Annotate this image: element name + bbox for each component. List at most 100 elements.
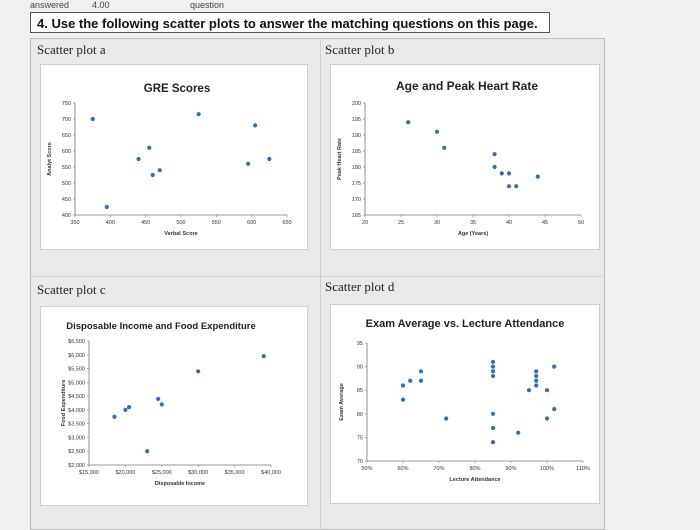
chart-c-y-tick-label: $2,000 [68, 463, 85, 469]
chart-a-y-tick-label: 650 [62, 133, 71, 139]
answered-status: answered [30, 0, 70, 10]
chart-d-x-tick-label: 60% [397, 466, 408, 472]
chart-d-point [552, 406, 557, 412]
chart-d-point [490, 425, 496, 431]
chart-a-point [196, 112, 201, 117]
chart-d-x-label: Lecture Attendance [449, 477, 500, 483]
chart-c-point [261, 354, 266, 359]
chart-c-y-tick-label: $5,000 [68, 380, 85, 386]
chart-d-y-tick-label: 80 [357, 412, 363, 418]
chart-c-y-tick-label: $2,500 [68, 449, 85, 455]
chart-b-y-tick-label: 170 [352, 197, 361, 203]
chart-c-point [156, 396, 161, 401]
grid-divider-vertical [320, 38, 321, 530]
chart-b-point [442, 145, 447, 150]
chart-a-x-tick-label: 400 [106, 220, 115, 226]
chart-b-y-tick-label: 200 [352, 101, 361, 107]
chart-c-point [123, 407, 128, 412]
chart-c-x-tick-label: $30,000 [188, 470, 208, 476]
chart-a-y-tick-label: 750 [62, 101, 71, 107]
chart-d-point [534, 383, 539, 388]
chart-d-x-tick-label: 80% [469, 466, 480, 472]
chart-b-title: Age and Peak Heart Rate [396, 79, 538, 93]
plot-a-card: GRE Scores 400 450 500 550 600 650 700 750 350 400… [40, 64, 308, 250]
chart-b-point [406, 120, 411, 125]
chart-c-point [126, 405, 132, 410]
chart-d-point [534, 378, 539, 383]
chart-a-y-tick-label: 600 [62, 149, 71, 155]
chart-d-point [444, 416, 449, 421]
chart-d-y-tick-label: 95 [357, 341, 363, 347]
income-food-chart: Disposable Income and Food Expenditure $2… [61, 321, 281, 487]
chart-b-x-tick-label: 50 [578, 220, 584, 226]
scatter-plot-c-label: Scatter plot c [37, 282, 106, 297]
chart-b-x-tick-label: 35 [470, 220, 476, 226]
chart-d-y-tick-label: 70 [357, 459, 363, 465]
chart-a-point [147, 145, 152, 150]
chart-d-point [490, 411, 496, 416]
chart-c-x-tick-label: $40,000 [261, 470, 281, 476]
chart-b-x-tick-label: 20 [362, 220, 368, 226]
question-text: 4. Use the following scatter plots to an… [30, 12, 550, 33]
chart-b-x-label: Age (Years) [458, 231, 488, 237]
chart-a-y-label: Analyt Score [47, 142, 53, 176]
chart-a-y-tick-label: 550 [62, 165, 71, 171]
chart-b-y-tick-label: 180 [352, 165, 361, 171]
chart-d-x-tick-label: 50% [361, 466, 372, 472]
scatter-plot-b-label: Scatter plot b [325, 42, 395, 57]
chart-d-y-tick-label: 90 [357, 365, 363, 371]
chart-c-x-tick-label: $25,000 [152, 470, 172, 476]
chart-b-x-tick-label: 40 [506, 220, 512, 226]
chart-c-point [196, 369, 201, 374]
chart-a-x-tick-label: 550 [212, 220, 221, 226]
chart-d-point [490, 440, 496, 445]
plot-d-card: Exam Average vs. Lecture Attendance 70 75 8… [330, 304, 600, 504]
chart-a-x-tick-label: 500 [176, 220, 185, 226]
chart-a-y-tick-label: 400 [62, 213, 71, 219]
chart-c-point [145, 449, 150, 454]
chart-d-point [544, 416, 550, 421]
chart-d-point [490, 364, 496, 369]
chart-a-x-label: Verbal Score [164, 231, 197, 237]
chart-c-y-tick-label: $3,500 [68, 422, 85, 428]
chart-b-y-tick-label: 165 [352, 213, 361, 219]
chart-c-y-tick-label: $4,500 [68, 394, 85, 400]
chart-d-point [490, 369, 496, 374]
chart-d-x-tick-label: 90% [505, 466, 516, 472]
chart-d-x-tick-label: 70% [433, 466, 444, 472]
chart-a-title: GRE Scores [144, 83, 210, 95]
chart-a-y-tick-label: 500 [62, 181, 71, 187]
chart-b-x-tick-label: 45 [542, 220, 548, 226]
chart-b-point [434, 129, 440, 134]
plot-c-card: Disposable Income and Food Expenditure $2… [40, 306, 308, 506]
chart-b-y-label: Peak Heart Rate [337, 138, 343, 180]
chart-d-point [400, 397, 406, 402]
chart-d-point [418, 369, 424, 374]
points-value: 4.00 [92, 0, 110, 10]
chart-a-x-tick-label: 350 [70, 220, 79, 226]
chart-b-y-tick-label: 175 [352, 181, 361, 187]
chart-d-y-tick-label: 75 [357, 435, 363, 441]
chart-d-point [408, 378, 413, 383]
chart-d-point [400, 383, 406, 388]
chart-b-y-tick-label: 195 [352, 117, 361, 123]
chart-d-point [534, 373, 539, 379]
chart-c-x-label: Disposable Income [155, 481, 205, 487]
chart-b-x-tick-label: 25 [398, 220, 404, 226]
chart-d-point [552, 364, 557, 369]
chart-c-point [112, 414, 117, 419]
chart-c-y-label: Food Expenditure [61, 380, 67, 427]
exam-attendance-chart: Exam Average vs. Lecture Attendance 70 75 8… [339, 318, 590, 483]
scatter-plot-d-label: Scatter plot d [325, 279, 395, 294]
chart-b-point [499, 171, 504, 176]
chart-c-title: Disposable Income and Food Expenditure [66, 321, 256, 332]
grid-divider-horizontal [30, 276, 605, 277]
chart-d-y-label: Exam Average [339, 383, 345, 421]
chart-d-title: Exam Average vs. Lecture Attendance [366, 318, 565, 330]
chart-d-point [490, 359, 496, 364]
chart-a-x-tick-label: 450 [141, 220, 150, 226]
chart-c-y-tick-label: $5,500 [68, 367, 85, 373]
chart-b-y-tick-label: 190 [352, 133, 361, 139]
chart-b-point [492, 152, 497, 157]
